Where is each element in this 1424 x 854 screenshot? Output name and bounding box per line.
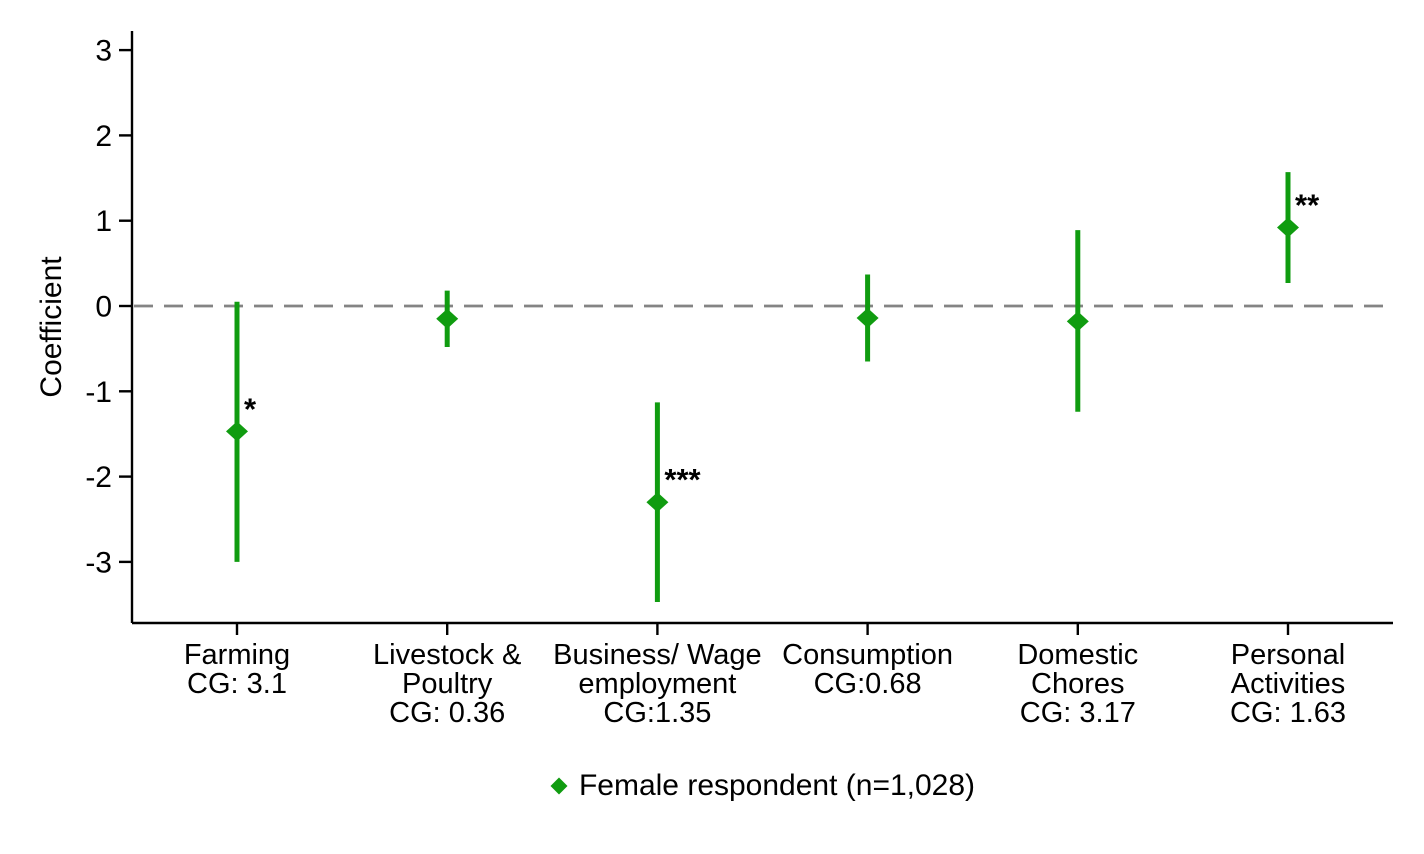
category-label-line: CG:0.68	[813, 668, 922, 700]
category-label: Personal Activities CG: 1.63	[1166, 641, 1410, 728]
legend-label: Female respondent (n=1,028)	[578, 769, 976, 802]
category-label-line: Poultry	[402, 668, 493, 700]
category-label-line: CG: 0.36	[389, 697, 506, 729]
category-label-line: Personal	[1230, 639, 1346, 671]
category-label-line: CG: 3.1	[187, 668, 287, 700]
y-tick-label: 2	[95, 120, 112, 153]
category-label: Domestic Chores CG: 3.17	[956, 641, 1200, 728]
category-label-line: Consumption	[782, 639, 954, 671]
significance-stars: *	[244, 391, 257, 426]
category-label-line: CG:1.35	[603, 697, 712, 729]
category-label: Business/ Wage employment CG:1.35	[535, 641, 779, 728]
point-marker	[856, 307, 879, 328]
y-axis-title: Coefficient	[35, 256, 68, 398]
category-label-line: Domestic	[1017, 639, 1139, 671]
legend: Female respondent (n=1,028)	[132, 769, 1393, 803]
significance-stars: **	[1295, 188, 1320, 223]
category-label-line: Business/ Wage	[553, 639, 762, 671]
y-tick-label: -2	[85, 461, 112, 494]
point-marker	[1066, 311, 1089, 332]
category-label-line: Livestock &	[373, 639, 522, 671]
category-label-line: Activities	[1230, 668, 1346, 700]
point-marker	[226, 421, 248, 442]
y-tick-label: -3	[85, 546, 112, 579]
point-marker	[436, 308, 459, 329]
category-label-line: employment	[578, 668, 737, 700]
category-label-line: CG: 1.63	[1229, 697, 1347, 729]
y-tick-label: 3	[95, 35, 112, 68]
point-marker	[1277, 217, 1299, 238]
category-label: Livestock & Poultry CG: 0.36	[325, 641, 569, 728]
point-marker	[646, 492, 669, 513]
y-tick-label: -1	[85, 376, 112, 409]
category-label: Farming CG: 3.1	[115, 641, 359, 699]
y-tick-label: 1	[95, 205, 112, 238]
category-label-line: CG: 3.17	[1019, 697, 1136, 729]
legend-marker-icon	[550, 777, 568, 795]
category-label-line: Chores	[1031, 668, 1125, 700]
category-label: Consumption CG:0.68	[746, 641, 990, 699]
category-label-line: Farming	[183, 639, 291, 671]
significance-stars: ***	[664, 462, 701, 497]
y-tick-label: 0	[95, 291, 112, 324]
